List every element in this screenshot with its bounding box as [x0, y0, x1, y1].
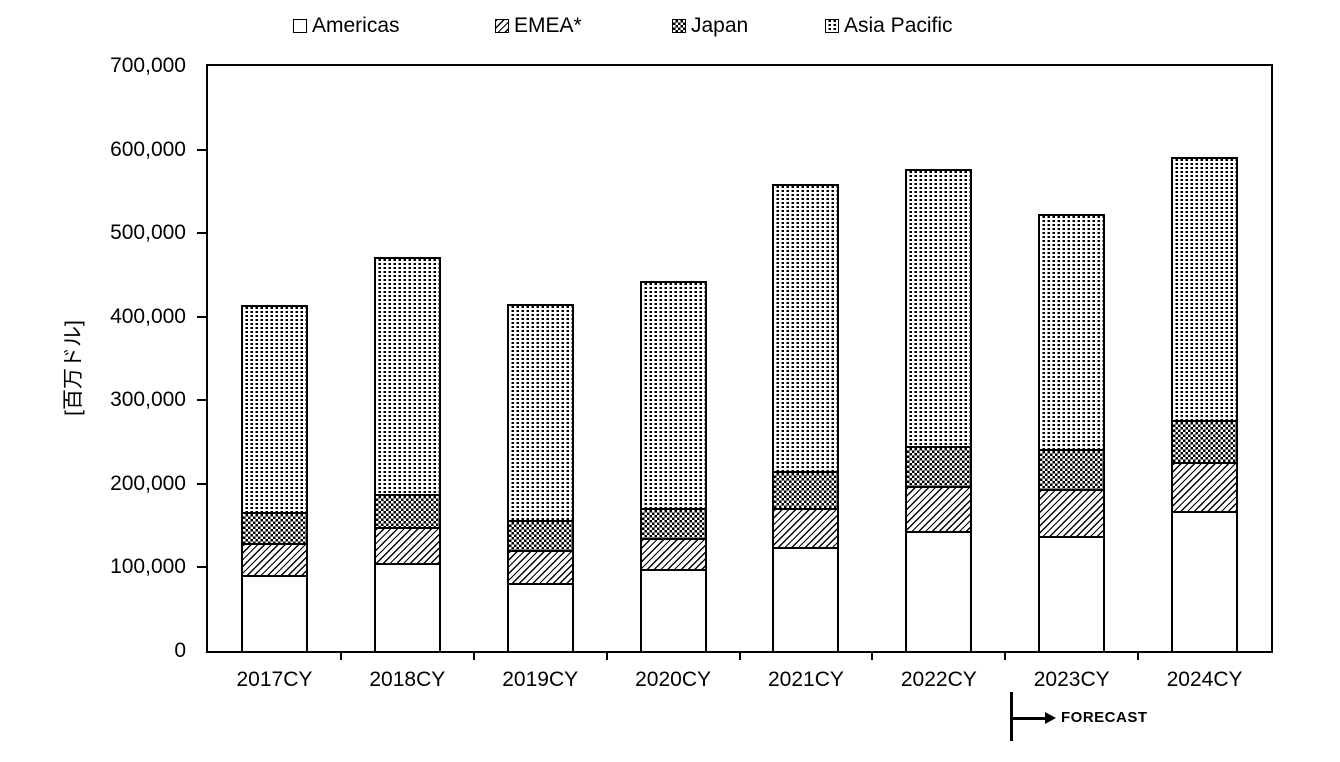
x-axis-tick — [339, 653, 342, 660]
y-axis-tick — [197, 482, 206, 485]
y-axis-tick — [197, 232, 206, 235]
forecast-divider-line — [1010, 692, 1013, 741]
bar-segment-emea-2017cy — [242, 545, 306, 578]
legend-label: Asia Pacific — [844, 14, 953, 37]
bar-segment-americas-2022cy — [907, 533, 971, 651]
y-axis-tick — [197, 148, 206, 151]
y-axis-tick — [197, 399, 206, 402]
bar-segment-emea-2020cy — [641, 539, 705, 572]
y-axis-tick-label: 700,000 — [110, 54, 186, 77]
y-axis-tick — [197, 315, 206, 318]
legend-swatch-diagonal-hatch-icon — [495, 19, 509, 33]
bar-2023cy — [1038, 214, 1106, 653]
y-axis-tick-label: 400,000 — [110, 304, 186, 328]
bar-segment-asia-pacific-2023cy — [1040, 216, 1104, 452]
forecast-label: FORECAST — [1061, 709, 1148, 726]
y-axis-tick-label: 100,000 — [110, 555, 186, 579]
bar-segment-americas-2018cy — [375, 564, 439, 651]
x-axis-tick — [1004, 653, 1007, 660]
bar-segment-japan-2018cy — [375, 495, 439, 530]
bar-segment-emea-2022cy — [907, 488, 971, 534]
x-axis-tick — [1137, 653, 1140, 660]
bar-2024cy — [1171, 157, 1239, 653]
bar-2019cy — [506, 304, 574, 653]
bar-segment-emea-2023cy — [1040, 490, 1104, 539]
forecast-arrowhead-icon — [1045, 712, 1056, 724]
x-axis-label-2017cy: 2017CY — [236, 668, 313, 691]
bar-segment-americas-2021cy — [774, 549, 838, 651]
bar-2020cy — [639, 280, 707, 653]
y-axis-tick-label: 200,000 — [110, 471, 186, 495]
y-axis-tick-label: 300,000 — [110, 388, 186, 412]
x-axis-label-2024cy: 2024CY — [1166, 668, 1243, 691]
bar-segment-japan-2023cy — [1040, 451, 1104, 491]
legend-item-asia-pacific: Asia Pacific — [825, 13, 953, 39]
bar-segment-americas-2017cy — [242, 577, 306, 651]
bar-segment-emea-2019cy — [508, 552, 572, 586]
y-axis-tick — [197, 566, 206, 569]
forecast-arrow-icon — [1011, 717, 1045, 720]
x-axis-tick — [738, 653, 741, 660]
legend-swatch-dotted-vertical-icon — [825, 19, 839, 33]
legend-swatch-plain-icon — [293, 19, 307, 33]
x-axis-label-2020cy: 2020CY — [635, 668, 712, 691]
x-axis-tick — [472, 653, 475, 660]
bar-2022cy — [905, 169, 973, 653]
y-axis-tick-label: 500,000 — [110, 221, 186, 245]
legend-item-japan: Japan — [672, 13, 748, 39]
bar-segment-asia-pacific-2018cy — [375, 259, 439, 496]
bar-segment-asia-pacific-2020cy — [641, 283, 705, 510]
bar-segment-americas-2019cy — [508, 585, 572, 651]
x-axis-label-2021cy: 2021CY — [767, 668, 844, 691]
legend-label: Japan — [691, 14, 749, 37]
bar-segment-japan-2021cy — [774, 473, 838, 510]
legend-item-emea: EMEA* — [495, 13, 582, 39]
legend-item-americas: Americas — [293, 13, 400, 39]
legend-label: Americas — [312, 14, 400, 37]
bar-segment-emea-2018cy — [375, 529, 439, 565]
y-axis-tick-label: 0 — [174, 639, 186, 662]
legend-swatch-checkerboard-icon — [672, 19, 686, 33]
bar-segment-americas-2024cy — [1173, 513, 1237, 651]
bar-segment-asia-pacific-2017cy — [242, 306, 306, 515]
bar-segment-emea-2024cy — [1173, 463, 1237, 514]
bar-segment-americas-2023cy — [1040, 538, 1104, 651]
x-axis-label-2023cy: 2023CY — [1033, 668, 1110, 691]
plot-area — [206, 64, 1273, 653]
bar-2017cy — [240, 304, 308, 653]
bar-segment-asia-pacific-2022cy — [907, 171, 971, 448]
bar-segment-emea-2021cy — [774, 509, 838, 550]
x-axis-label-2018cy: 2018CY — [369, 668, 446, 691]
y-axis-tick-label: 600,000 — [110, 137, 186, 161]
bar-segment-asia-pacific-2019cy — [508, 306, 572, 523]
bar-segment-asia-pacific-2021cy — [774, 186, 838, 474]
bar-segment-japan-2024cy — [1173, 422, 1237, 464]
bar-segment-japan-2019cy — [508, 522, 572, 553]
bar-2018cy — [373, 257, 441, 653]
bar-segment-asia-pacific-2024cy — [1173, 159, 1237, 423]
x-axis-tick — [605, 653, 608, 660]
bar-segment-japan-2020cy — [641, 509, 705, 540]
x-axis-label-2019cy: 2019CY — [502, 668, 579, 691]
x-axis-label-2022cy: 2022CY — [900, 668, 977, 691]
bar-segment-japan-2017cy — [242, 514, 306, 546]
bar-segment-americas-2020cy — [641, 571, 705, 651]
bar-segment-japan-2022cy — [907, 447, 971, 489]
x-axis-tick — [871, 653, 874, 660]
legend-label: EMEA* — [514, 14, 582, 37]
bar-2021cy — [772, 184, 840, 653]
